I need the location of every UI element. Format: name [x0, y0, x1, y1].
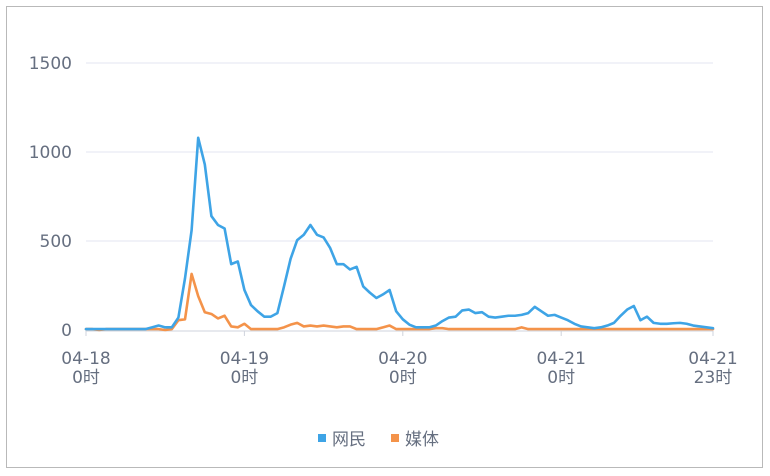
legend-label-0: 网民 [332, 430, 366, 450]
series-line-1[interactable] [84, 272, 715, 332]
x-tick-date: 04-20 [378, 349, 427, 369]
legend-swatch-1 [391, 434, 399, 442]
y-tick-label: 500 [40, 232, 72, 252]
legend-label-1: 媒体 [405, 430, 439, 450]
x-tick-hour: 0时 [547, 368, 575, 388]
x-tick-hour: 0时 [389, 368, 417, 388]
series-lines [84, 136, 715, 332]
series-line-0[interactable] [84, 136, 715, 331]
y-axis-ticks: 0 500 1000 1500 [29, 54, 72, 341]
grid-lines [86, 62, 713, 242]
y-tick-label: 1500 [29, 54, 72, 74]
chart-frame [6, 6, 763, 468]
x-tick-date: 04-19 [220, 349, 269, 369]
y-tick-label: 0 [61, 321, 72, 341]
legend-item-1[interactable]: 媒体 [391, 430, 439, 450]
y-tick-label: 1000 [29, 143, 72, 163]
legend-item-0[interactable]: 网民 [318, 430, 366, 450]
legend[interactable]: 网民 媒体 [318, 430, 439, 450]
x-tick-date: 04-18 [61, 349, 110, 369]
x-tick-hour: 23时 [694, 368, 733, 388]
x-tick-date: 04-21 [536, 349, 585, 369]
legend-swatch-0 [318, 434, 326, 442]
x-tick-hour: 0时 [230, 368, 258, 388]
x-tick-hour: 0时 [72, 368, 100, 388]
x-tick-date: 04-21 [688, 349, 737, 369]
